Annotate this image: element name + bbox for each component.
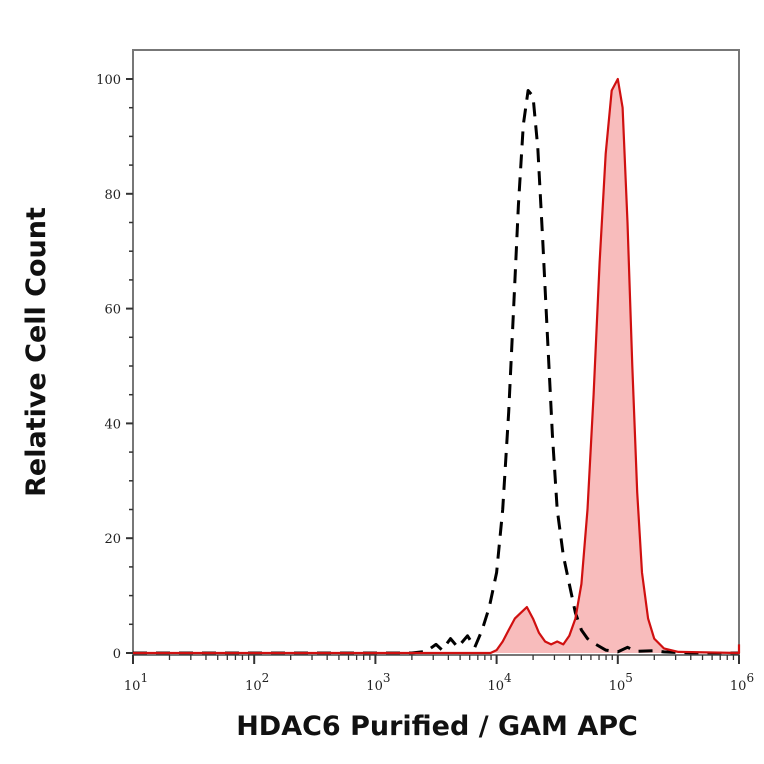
x-tick-label: 103 (366, 671, 390, 694)
stained-histogram-fill (133, 79, 739, 653)
y-tick-label: 20 (104, 532, 121, 547)
x-axis: 101 102 103 104 105 106 (124, 655, 754, 694)
y-tick-label: 100 (96, 73, 121, 88)
x-tick-label: 104 (488, 671, 513, 694)
y-tick-label: 40 (104, 417, 121, 432)
x-tick-label: 105 (609, 671, 633, 694)
y-axis: 0 20 40 60 80 100 (96, 73, 133, 662)
y-axis-title: Relative Cell Count (21, 207, 52, 497)
x-tick-label: 106 (730, 671, 754, 694)
stained-histogram-line (133, 77, 741, 655)
x-tick-label: 101 (124, 671, 148, 694)
y-tick-label: 60 (104, 303, 121, 318)
y-tick-label: 0 (113, 647, 121, 662)
series-layer (133, 77, 741, 655)
x-tick-label: 102 (245, 671, 269, 694)
x-axis-title: HDAC6 Purified / GAM APC (236, 711, 638, 742)
plot-frame (132, 49, 740, 656)
control-histogram-line (133, 89, 739, 655)
y-tick-label: 80 (104, 188, 121, 203)
